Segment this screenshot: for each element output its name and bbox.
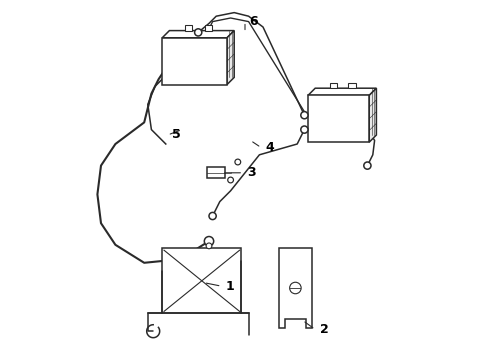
FancyBboxPatch shape: [205, 25, 212, 31]
Circle shape: [228, 177, 233, 183]
Polygon shape: [279, 248, 312, 328]
Circle shape: [301, 112, 308, 119]
Text: 3: 3: [247, 166, 256, 179]
Text: 6: 6: [249, 15, 258, 28]
Circle shape: [195, 29, 202, 36]
Circle shape: [209, 212, 216, 220]
Circle shape: [235, 159, 241, 165]
Polygon shape: [369, 88, 376, 142]
Polygon shape: [308, 95, 369, 142]
Text: 5: 5: [172, 129, 181, 141]
Polygon shape: [308, 88, 376, 95]
Circle shape: [206, 243, 212, 249]
FancyBboxPatch shape: [162, 248, 242, 313]
FancyBboxPatch shape: [185, 25, 193, 31]
Text: 4: 4: [266, 141, 274, 154]
FancyBboxPatch shape: [207, 167, 225, 178]
Circle shape: [290, 282, 301, 294]
Polygon shape: [162, 38, 227, 85]
Polygon shape: [162, 31, 234, 38]
FancyBboxPatch shape: [330, 83, 337, 88]
Circle shape: [364, 162, 371, 169]
Circle shape: [301, 126, 308, 133]
Text: 1: 1: [226, 280, 235, 293]
Polygon shape: [227, 31, 234, 85]
Text: 2: 2: [319, 323, 328, 336]
FancyBboxPatch shape: [348, 83, 356, 88]
Circle shape: [204, 237, 214, 246]
